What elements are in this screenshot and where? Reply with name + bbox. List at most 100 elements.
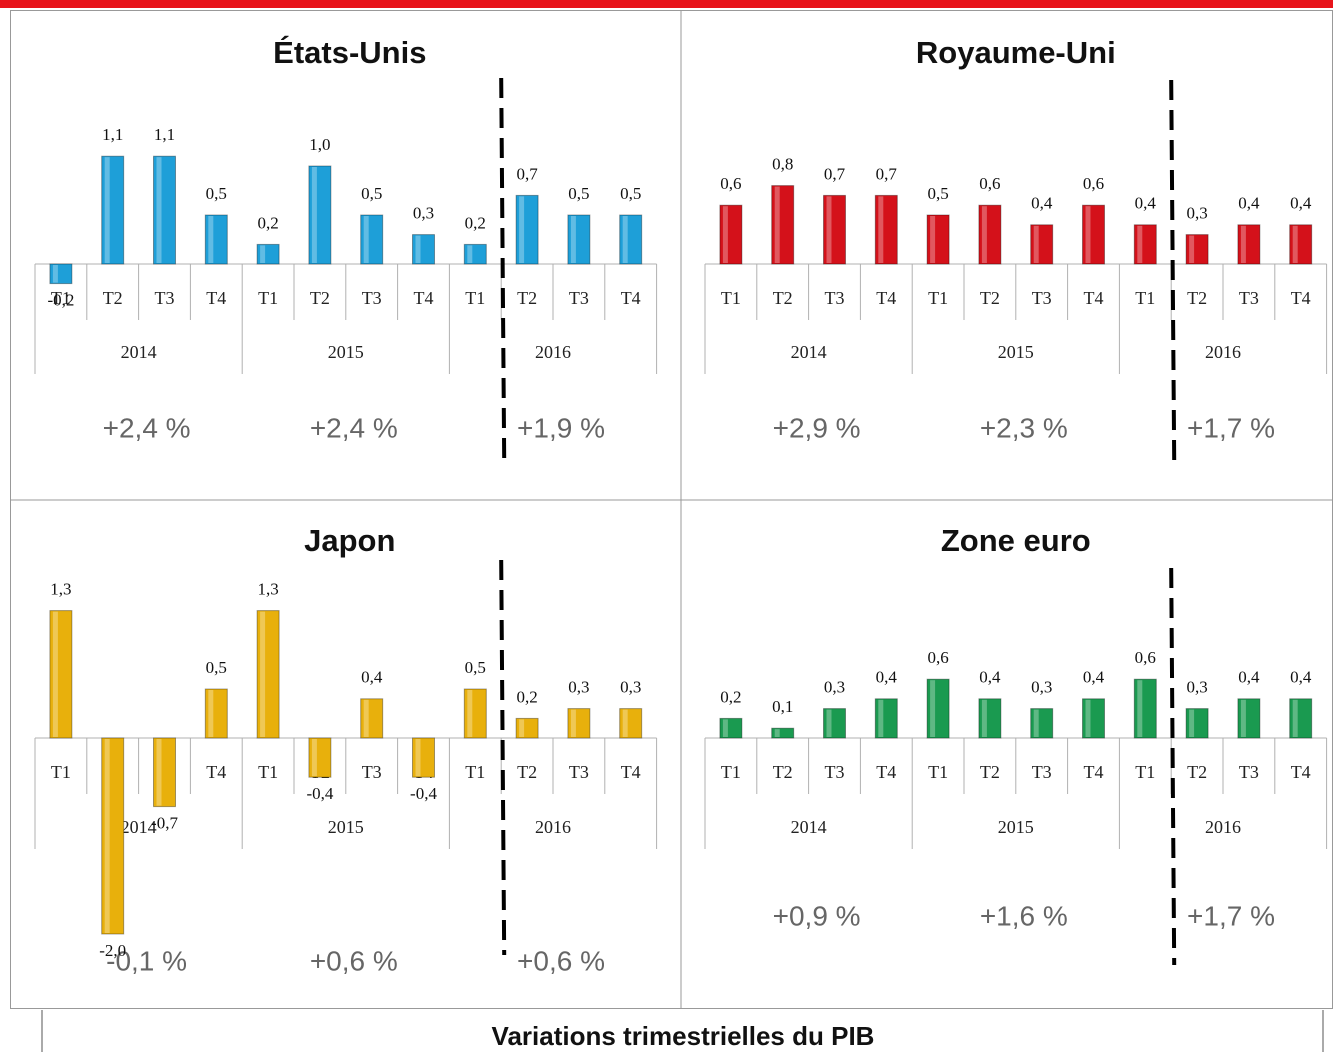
x-tick-label: T1	[51, 288, 71, 308]
annual-growth: +0,6 %	[310, 945, 398, 976]
bar-highlight	[104, 157, 110, 263]
bar-highlight	[1240, 699, 1246, 737]
x-tick-label: T4	[206, 762, 226, 782]
data-label: 1,3	[50, 580, 71, 599]
bar	[978, 698, 1002, 739]
bar	[823, 194, 846, 265]
bar-highlight	[415, 739, 421, 777]
group-label: 2015	[998, 817, 1034, 837]
bar	[926, 214, 950, 265]
data-label: 0,3	[1186, 204, 1207, 223]
data-label: -0,7	[151, 814, 178, 833]
x-tick-label: T2	[773, 762, 793, 782]
panel-title: Japon	[304, 523, 395, 558]
group-label: 2014	[791, 817, 827, 837]
data-label: 0,5	[927, 184, 948, 203]
annual-growth: +2,3 %	[980, 412, 1068, 443]
x-tick-label: T3	[569, 288, 589, 308]
bar	[308, 165, 332, 265]
bar-highlight	[722, 719, 728, 737]
x-tick-label: T4	[1291, 762, 1311, 782]
data-label: 0,7	[516, 164, 538, 183]
data-label: 1,3	[257, 580, 278, 599]
bar	[874, 698, 898, 739]
annual-growth: +0,6 %	[517, 945, 605, 976]
group-label: 2016	[535, 342, 571, 362]
group-label: 2015	[328, 342, 364, 362]
x-tick-label: T3	[825, 762, 845, 782]
bar	[771, 185, 795, 265]
bar	[719, 717, 743, 739]
bar	[49, 610, 73, 739]
x-tick-label: T2	[1187, 762, 1207, 782]
data-label: 0,3	[1186, 678, 1207, 697]
bar	[1289, 698, 1313, 739]
x-tick-label: T4	[414, 288, 434, 308]
x-tick-label: T1	[721, 288, 741, 308]
data-label: 0,2	[465, 213, 486, 232]
bar-highlight	[311, 739, 317, 777]
annual-growth: +0,9 %	[773, 900, 861, 931]
data-label: 1,0	[309, 135, 330, 154]
bar	[1237, 224, 1261, 265]
bar-highlight	[570, 709, 576, 737]
x-tick-label: T1	[51, 762, 71, 782]
data-label: 0,3	[1031, 678, 1052, 697]
group-label: 2015	[328, 817, 364, 837]
x-tick-label: T2	[980, 762, 1000, 782]
bar	[308, 737, 332, 778]
group-label: 2016	[535, 817, 571, 837]
x-tick-label: T2	[310, 288, 330, 308]
x-tick-label: T3	[1032, 762, 1052, 782]
data-label: 0,6	[720, 174, 741, 193]
group-label: 2016	[1205, 817, 1241, 837]
data-label: 0,4	[876, 668, 898, 687]
x-tick-label: T3	[362, 762, 382, 782]
data-label: 0,4	[1083, 668, 1105, 687]
bar-highlight	[1085, 206, 1091, 263]
bar	[771, 727, 795, 739]
data-label: 0,4	[979, 668, 1001, 687]
bar-highlight	[826, 196, 832, 263]
bar	[1133, 678, 1157, 739]
x-tick-label: T3	[1032, 288, 1052, 308]
data-label: 0,3	[824, 678, 845, 697]
x-tick-label: T4	[1084, 762, 1104, 782]
bar-highlight	[1189, 235, 1195, 263]
bar	[412, 737, 435, 778]
x-tick-label: T3	[362, 288, 382, 308]
bar-highlight	[774, 186, 780, 263]
panel-title: Royaume-Uni	[916, 35, 1116, 70]
data-label: 0,5	[465, 658, 486, 677]
x-tick-label: T1	[258, 288, 278, 308]
panel-title: États-Unis	[273, 35, 426, 70]
x-tick-label: T3	[569, 762, 589, 782]
x-tick-label: T3	[1239, 762, 1259, 782]
bar-highlight	[878, 699, 884, 737]
x-tick-label: T3	[155, 288, 175, 308]
x-tick-label: T1	[928, 288, 948, 308]
data-label: 0,4	[1135, 194, 1157, 213]
bar-highlight	[930, 216, 936, 263]
bar-highlight	[1189, 709, 1195, 737]
data-label: 0,4	[1238, 668, 1260, 687]
x-tick-label: T2	[103, 288, 123, 308]
x-tick-label: T2	[1187, 288, 1207, 308]
data-label: 0,4	[361, 668, 383, 687]
annual-growth: +1,7 %	[1187, 900, 1275, 931]
data-label: 0,4	[1238, 194, 1260, 213]
bar	[49, 263, 73, 285]
bar-highlight	[1033, 709, 1039, 737]
data-label: 0,2	[720, 687, 741, 706]
annual-growth: +1,7 %	[1187, 412, 1275, 443]
data-label: 0,7	[824, 164, 846, 183]
data-label: -2,0	[99, 941, 126, 960]
group-label: 2014	[791, 342, 827, 362]
data-label: 0,5	[568, 184, 589, 203]
x-tick-label: T2	[517, 288, 537, 308]
x-tick-label: T1	[1135, 288, 1155, 308]
data-label: 1,1	[154, 125, 175, 144]
bar	[153, 155, 176, 265]
x-tick-label: T2	[980, 288, 1000, 308]
x-tick-label: T1	[465, 762, 485, 782]
